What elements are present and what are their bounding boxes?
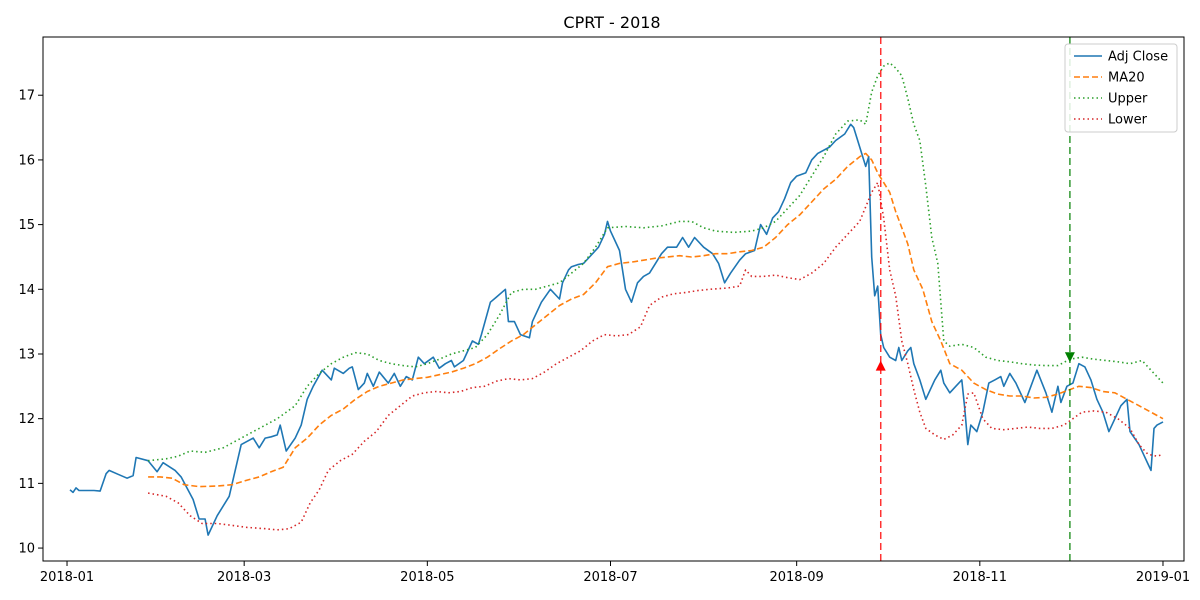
series-line-adj-close	[69, 123, 1164, 536]
x-axis: 2018-01 2018-03 2018-05 2018-07 2018-09 2018-…	[40, 561, 1190, 585]
y-tick-label: 16	[18, 153, 35, 168]
legend-box	[1064, 43, 1178, 133]
y-tick-label: 15	[18, 218, 35, 233]
x-tick-label: 2019-01	[1136, 570, 1190, 585]
legend-label: Upper	[1108, 92, 1148, 107]
series-line-lower	[147, 181, 1164, 531]
x-tick-label: 2018-09	[769, 570, 823, 585]
chart-title: CPRT - 2018	[563, 13, 660, 32]
y-tick-label: 11	[18, 477, 35, 492]
x-tick-label: 2018-07	[583, 570, 637, 585]
x-tick-label: 2018-03	[217, 570, 271, 585]
y-tick-label: 10	[18, 542, 35, 557]
plot-frame	[42, 36, 1185, 562]
y-tick-label: 14	[18, 283, 35, 298]
x-tick-label: 2018-05	[400, 570, 454, 585]
y-axis: 10 11 12 13 14 15 16 17	[18, 89, 43, 557]
legend-label: Adj Close	[1108, 50, 1168, 65]
sell-signal-marker	[1064, 352, 1075, 363]
y-tick-label: 13	[18, 347, 35, 362]
legend-label: Lower	[1108, 113, 1148, 128]
legend-label: MA20	[1108, 71, 1145, 86]
series-line-ma20	[148, 152, 1164, 488]
legend: Adj Close MA20 Upper Lower	[1064, 43, 1178, 133]
y-tick-label: 12	[18, 412, 35, 427]
plot-area	[69, 37, 1164, 561]
y-tick-label: 17	[18, 89, 35, 104]
x-tick-label: 2018-01	[40, 570, 94, 585]
buy-signal-marker	[875, 360, 886, 371]
x-tick-label: 2018-11	[953, 570, 1007, 585]
